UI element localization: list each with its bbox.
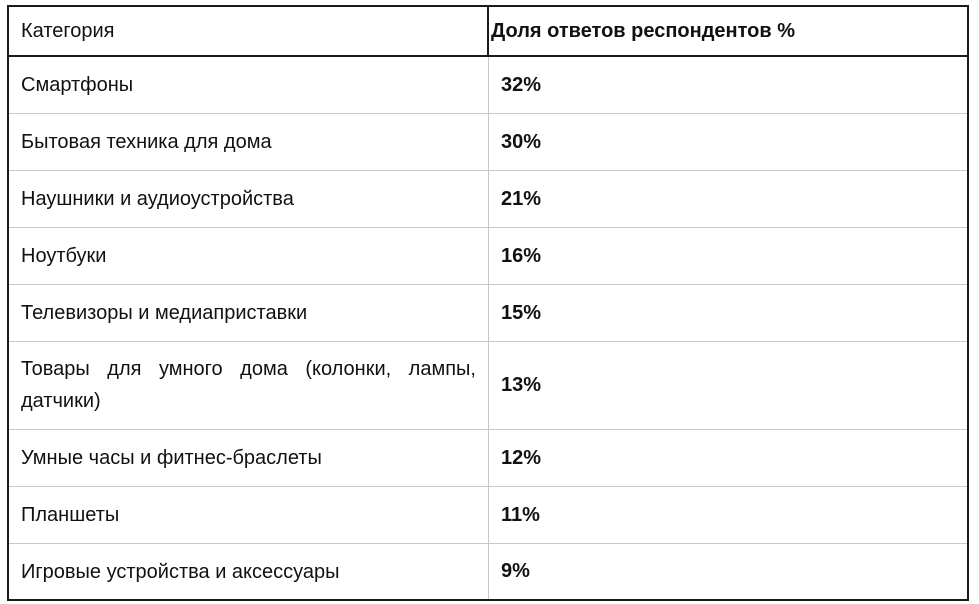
table-row: Телевизоры и медиаприставки 15% — [9, 284, 967, 341]
category-cell: Планшеты — [9, 487, 489, 543]
share-cell: 16% — [501, 244, 542, 267]
header-category: Категория — [9, 7, 489, 55]
category-cell: Товары для умного дома (колонки, лампы, … — [9, 342, 489, 429]
table-row: Ноутбуки 16% — [9, 227, 967, 284]
share-cell: 11% — [501, 503, 540, 526]
category-cell: Бытовая техника для дома — [9, 114, 489, 170]
table-header-row: Категория Доля ответов респондентов % — [9, 7, 967, 57]
category-share-table: Категория Доля ответов респондентов % См… — [7, 5, 969, 601]
table-row: Товары для умного дома (колонки, лампы, … — [9, 341, 967, 429]
share-cell: 15% — [501, 301, 542, 324]
share-cell: 12% — [501, 446, 542, 469]
table-row: Планшеты 11% — [9, 486, 967, 543]
header-share: Доля ответов респондентов % — [491, 19, 796, 42]
category-cell: Наушники и аудиоустройства — [9, 171, 489, 227]
category-cell: Умные часы и фитнес-браслеты — [9, 430, 489, 486]
table-row: Игровые устройства и аксессуары 9% — [9, 543, 967, 599]
share-cell: 21% — [501, 187, 542, 210]
table-row: Умные часы и фитнес-браслеты 12% — [9, 429, 967, 486]
share-cell: 9% — [501, 560, 530, 582]
category-cell: Игровые устройства и аксессуары — [9, 544, 489, 599]
table-row: Наушники и аудиоустройства 21% — [9, 170, 967, 227]
category-cell: Телевизоры и медиаприставки — [9, 285, 489, 341]
table-row: Смартфоны 32% — [9, 57, 967, 113]
category-cell: Ноутбуки — [9, 228, 489, 284]
category-cell: Смартфоны — [9, 57, 489, 113]
share-cell: 30% — [501, 130, 542, 153]
table-row: Бытовая техника для дома 30% — [9, 113, 967, 170]
share-cell: 32% — [501, 73, 542, 96]
share-cell: 13% — [501, 374, 542, 396]
